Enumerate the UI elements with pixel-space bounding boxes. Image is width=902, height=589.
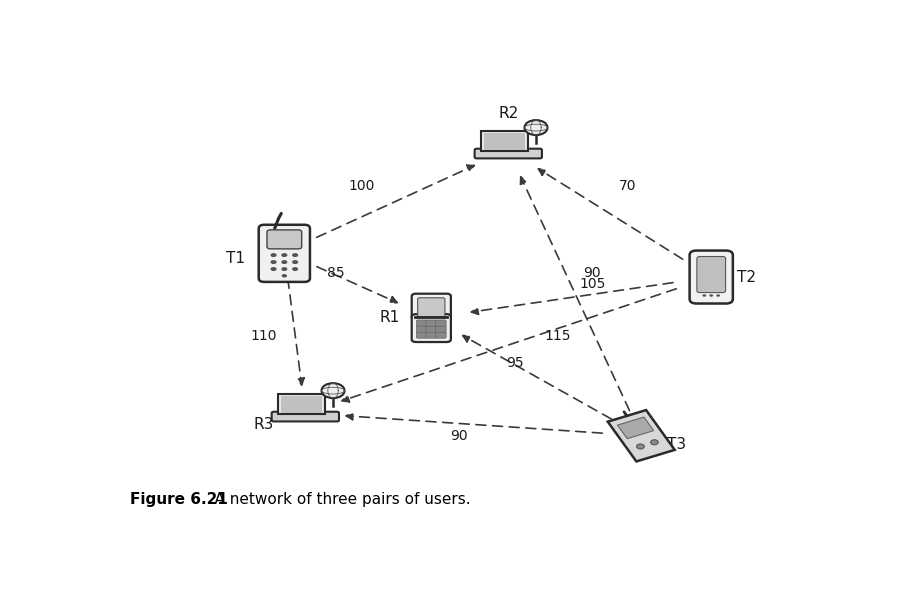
FancyBboxPatch shape <box>435 332 446 338</box>
Circle shape <box>636 444 644 449</box>
Polygon shape <box>617 417 653 439</box>
FancyBboxPatch shape <box>267 230 301 249</box>
FancyBboxPatch shape <box>474 148 541 158</box>
Circle shape <box>715 294 719 297</box>
Text: R2: R2 <box>498 106 518 121</box>
Circle shape <box>291 253 298 257</box>
FancyBboxPatch shape <box>416 320 427 326</box>
Circle shape <box>702 294 705 297</box>
Text: 95: 95 <box>506 356 523 370</box>
FancyBboxPatch shape <box>416 326 427 332</box>
Text: R1: R1 <box>379 310 399 325</box>
FancyBboxPatch shape <box>272 412 338 422</box>
Text: 90: 90 <box>583 266 601 280</box>
FancyBboxPatch shape <box>259 225 309 282</box>
Circle shape <box>321 383 345 398</box>
Text: T1: T1 <box>226 252 244 266</box>
Text: 115: 115 <box>543 329 570 343</box>
FancyBboxPatch shape <box>435 326 446 332</box>
FancyBboxPatch shape <box>426 326 436 332</box>
Polygon shape <box>483 133 525 150</box>
FancyBboxPatch shape <box>696 257 725 293</box>
Text: 70: 70 <box>618 179 635 193</box>
Circle shape <box>271 253 276 257</box>
FancyBboxPatch shape <box>416 332 427 338</box>
Circle shape <box>281 260 287 264</box>
Circle shape <box>291 267 298 271</box>
Text: T2: T2 <box>736 270 755 284</box>
Text: 90: 90 <box>450 429 467 443</box>
Text: R3: R3 <box>253 417 273 432</box>
FancyBboxPatch shape <box>689 250 732 303</box>
Circle shape <box>291 260 298 264</box>
Polygon shape <box>480 131 528 151</box>
Circle shape <box>524 120 547 135</box>
Circle shape <box>281 267 287 271</box>
Circle shape <box>708 294 713 297</box>
Text: 85: 85 <box>327 266 344 280</box>
Circle shape <box>281 274 287 277</box>
Text: T3: T3 <box>666 438 685 452</box>
Circle shape <box>271 267 276 271</box>
Polygon shape <box>281 396 322 413</box>
Polygon shape <box>277 393 325 414</box>
Circle shape <box>281 253 287 257</box>
FancyBboxPatch shape <box>418 298 445 317</box>
FancyBboxPatch shape <box>435 320 446 326</box>
Text: Figure 6.21: Figure 6.21 <box>130 492 228 507</box>
Text: 105: 105 <box>578 277 604 291</box>
Circle shape <box>649 440 658 445</box>
Polygon shape <box>607 410 674 461</box>
Text: 100: 100 <box>348 179 374 193</box>
FancyBboxPatch shape <box>426 320 436 326</box>
FancyBboxPatch shape <box>411 294 450 320</box>
Text: A network of three pairs of users.: A network of three pairs of users. <box>195 492 470 507</box>
Circle shape <box>271 260 276 264</box>
FancyBboxPatch shape <box>411 314 450 342</box>
FancyBboxPatch shape <box>426 332 436 338</box>
Text: 110: 110 <box>250 329 276 343</box>
